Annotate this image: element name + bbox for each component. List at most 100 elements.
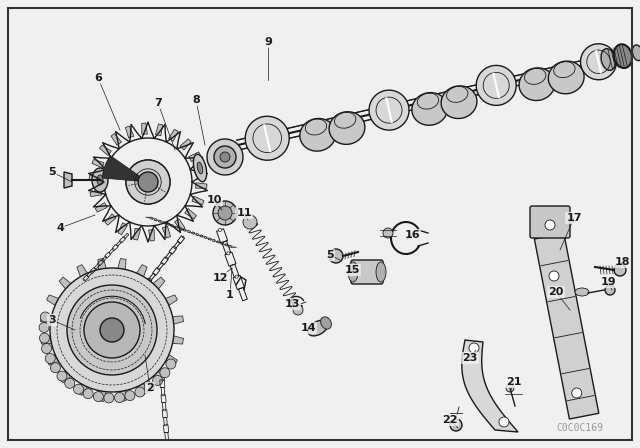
- Circle shape: [40, 333, 49, 343]
- Polygon shape: [125, 126, 134, 138]
- Polygon shape: [180, 139, 191, 150]
- Circle shape: [469, 343, 479, 353]
- Polygon shape: [118, 258, 126, 270]
- Ellipse shape: [476, 65, 516, 105]
- Circle shape: [572, 388, 582, 398]
- Circle shape: [84, 302, 140, 358]
- Circle shape: [138, 172, 158, 192]
- Circle shape: [218, 228, 221, 232]
- Polygon shape: [534, 233, 599, 419]
- Polygon shape: [173, 316, 184, 324]
- Ellipse shape: [575, 288, 589, 296]
- Circle shape: [120, 241, 122, 242]
- Circle shape: [126, 160, 170, 204]
- Text: C0C0C169: C0C0C169: [557, 423, 604, 433]
- Circle shape: [45, 353, 55, 363]
- Text: 9: 9: [264, 37, 272, 47]
- Wedge shape: [102, 155, 148, 182]
- Polygon shape: [136, 383, 147, 396]
- Text: 21: 21: [506, 377, 522, 387]
- Polygon shape: [98, 391, 106, 401]
- Circle shape: [106, 256, 107, 258]
- Circle shape: [149, 279, 151, 280]
- Circle shape: [57, 371, 67, 381]
- Ellipse shape: [193, 154, 207, 182]
- Polygon shape: [105, 214, 116, 225]
- Ellipse shape: [300, 118, 335, 151]
- Circle shape: [51, 363, 60, 373]
- Text: 11: 11: [236, 208, 252, 218]
- Text: 10: 10: [206, 195, 221, 205]
- Ellipse shape: [329, 249, 343, 263]
- Polygon shape: [165, 295, 177, 306]
- Polygon shape: [165, 355, 177, 365]
- Text: 16: 16: [404, 230, 420, 240]
- Polygon shape: [175, 219, 185, 230]
- Text: 18: 18: [614, 257, 630, 267]
- Polygon shape: [40, 336, 51, 344]
- Text: 17: 17: [566, 213, 582, 223]
- Polygon shape: [156, 124, 163, 136]
- Ellipse shape: [321, 317, 332, 329]
- Ellipse shape: [519, 68, 555, 100]
- Circle shape: [135, 387, 145, 397]
- Ellipse shape: [601, 49, 616, 70]
- Circle shape: [42, 344, 52, 353]
- Circle shape: [161, 379, 163, 381]
- Circle shape: [166, 359, 176, 369]
- Ellipse shape: [632, 45, 640, 60]
- Polygon shape: [118, 223, 127, 235]
- Ellipse shape: [348, 262, 358, 282]
- Ellipse shape: [243, 215, 257, 229]
- Text: 13: 13: [284, 299, 300, 309]
- Polygon shape: [47, 355, 59, 365]
- Ellipse shape: [506, 384, 514, 392]
- Circle shape: [74, 384, 84, 394]
- Polygon shape: [196, 183, 207, 188]
- Circle shape: [545, 220, 555, 230]
- Polygon shape: [77, 265, 88, 276]
- Text: 12: 12: [212, 273, 228, 283]
- Ellipse shape: [207, 139, 243, 175]
- Circle shape: [164, 409, 166, 411]
- Circle shape: [499, 417, 509, 427]
- Circle shape: [166, 257, 168, 259]
- Circle shape: [138, 172, 158, 192]
- Text: 20: 20: [548, 287, 564, 297]
- Text: 8: 8: [192, 95, 200, 105]
- Polygon shape: [162, 226, 171, 238]
- Ellipse shape: [220, 152, 230, 162]
- Polygon shape: [40, 316, 51, 324]
- Ellipse shape: [213, 201, 237, 225]
- Circle shape: [160, 368, 170, 378]
- Circle shape: [165, 424, 166, 426]
- Ellipse shape: [329, 112, 365, 144]
- Circle shape: [157, 268, 159, 270]
- Circle shape: [40, 312, 51, 322]
- Polygon shape: [195, 168, 206, 174]
- Text: 22: 22: [442, 415, 458, 425]
- Ellipse shape: [197, 162, 203, 174]
- Polygon shape: [98, 258, 106, 270]
- Polygon shape: [192, 196, 204, 205]
- Circle shape: [83, 389, 93, 399]
- Ellipse shape: [97, 175, 103, 185]
- Polygon shape: [95, 202, 108, 212]
- Text: 2: 2: [146, 383, 154, 393]
- Polygon shape: [153, 277, 165, 289]
- Text: 14: 14: [300, 323, 316, 333]
- Ellipse shape: [293, 305, 303, 315]
- Text: 3: 3: [48, 315, 56, 325]
- Circle shape: [549, 271, 559, 281]
- Polygon shape: [168, 129, 178, 141]
- Circle shape: [39, 323, 49, 332]
- Circle shape: [100, 318, 124, 342]
- Polygon shape: [100, 145, 111, 155]
- Polygon shape: [173, 336, 184, 344]
- Polygon shape: [59, 277, 71, 289]
- Ellipse shape: [214, 146, 236, 168]
- Text: 15: 15: [344, 265, 360, 275]
- FancyBboxPatch shape: [530, 206, 570, 238]
- Circle shape: [182, 236, 184, 238]
- Ellipse shape: [614, 44, 632, 68]
